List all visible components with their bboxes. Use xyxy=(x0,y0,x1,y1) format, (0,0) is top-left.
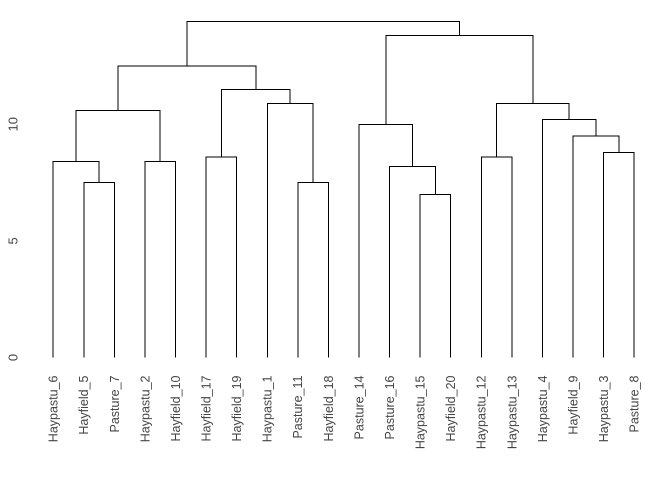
leaf-label: Hayfield_18 xyxy=(322,375,336,441)
y-axis-tick-label: 10 xyxy=(6,117,21,131)
y-axis-tick-label: 5 xyxy=(6,237,21,244)
dendrogram-branch xyxy=(205,156,238,358)
dendrogram-branch xyxy=(496,102,570,157)
dendrogram-branch xyxy=(389,165,436,358)
y-axis-tick-label: 0 xyxy=(6,354,21,361)
leaf-label: Haypastu_4 xyxy=(536,375,550,442)
leaf-label: Haypastu_15 xyxy=(414,375,428,449)
dendrogram-branch xyxy=(297,182,329,358)
dendrogram-branch xyxy=(52,161,100,358)
leaf-label: Pasture_14 xyxy=(352,375,366,439)
leaf-label: Hayfield_10 xyxy=(169,375,183,441)
dendrogram-branch xyxy=(572,135,620,358)
leaf-label: Hayfield_9 xyxy=(567,375,581,434)
dendrogram-branch xyxy=(144,161,176,358)
dendrogram-branch xyxy=(480,156,513,358)
dendrogram-branch xyxy=(75,109,161,162)
leaf-label: Haypastu_12 xyxy=(475,375,489,449)
dendrogram-branch xyxy=(266,102,314,358)
dendrogram-branch xyxy=(117,65,257,111)
leaf-label: Haypastu_6 xyxy=(47,375,61,442)
dendrogram-branch xyxy=(358,123,413,358)
dendrogram-branch xyxy=(542,119,597,358)
dendrogram-branch xyxy=(419,193,452,358)
leaf-label: Haypastu_3 xyxy=(597,375,611,442)
leaf-label: Hayfield_5 xyxy=(77,375,91,434)
leaf-label: Haypastu_13 xyxy=(505,375,519,449)
leaf-label: Pasture_7 xyxy=(108,375,122,432)
leaf-label: Pasture_8 xyxy=(628,375,642,432)
leaf-label: Pasture_11 xyxy=(291,375,305,438)
dendrogram-branch xyxy=(83,182,115,358)
leaf-label: Haypastu_1 xyxy=(261,375,275,442)
dendrogram-branch xyxy=(385,35,534,125)
dendrogram-branch xyxy=(603,151,635,358)
leaf-label: Hayfield_17 xyxy=(200,375,214,441)
leaf-label: Haypastu_2 xyxy=(138,375,152,442)
dendrogram-branch xyxy=(186,21,460,66)
leaf-label: Hayfield_20 xyxy=(444,375,458,441)
leaf-label: Hayfield_19 xyxy=(230,375,244,441)
dendrogram-branch xyxy=(220,88,291,157)
leaf-label: Pasture_16 xyxy=(383,375,397,439)
